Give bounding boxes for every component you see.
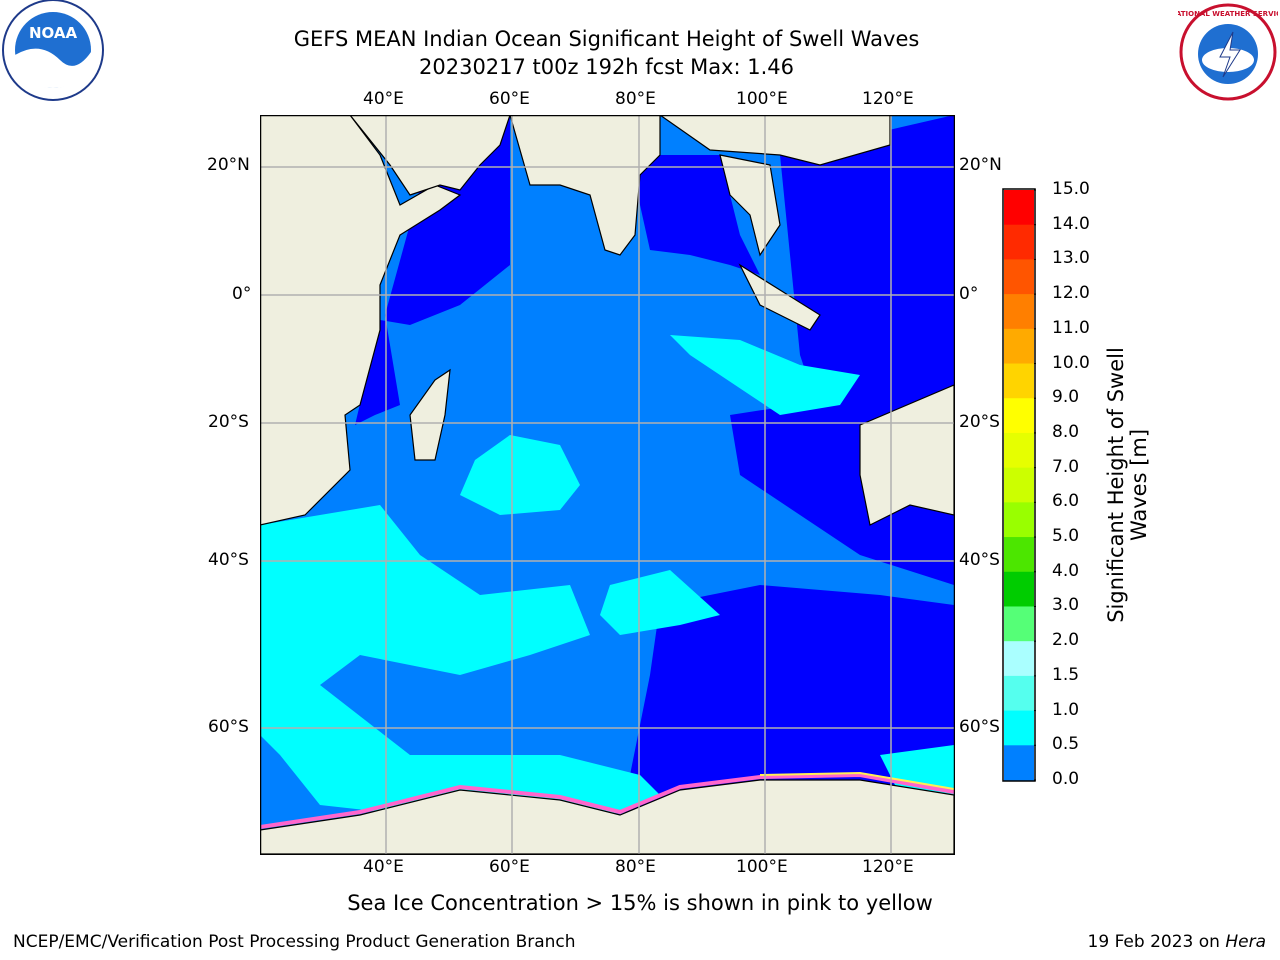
lat-tick-left: 20°N xyxy=(207,155,250,175)
footer-date: 19 Feb 2023 on Hera xyxy=(1088,932,1266,952)
footer-date-text: 19 Feb 2023 on xyxy=(1087,932,1220,952)
antarctica-land xyxy=(260,779,954,854)
colorbar-band xyxy=(1004,745,1034,781)
colorbar-label: 6.0 xyxy=(1052,491,1080,512)
lon-tick-bottom: 80°E xyxy=(615,857,656,877)
colorbar-band xyxy=(1004,710,1034,746)
colorbar-label: 14.0 xyxy=(1052,213,1090,234)
arabia-land xyxy=(349,115,511,196)
se-asia-land xyxy=(658,115,891,166)
colorbar-label: 9.0 xyxy=(1052,387,1080,408)
lon-tick-bottom: 120°E xyxy=(862,857,914,877)
noaa-logo: NOAA xyxy=(2,0,104,101)
lon-tick-top: 80°E xyxy=(615,89,656,109)
colorbar-label: 15.0 xyxy=(1052,179,1090,199)
colorbar-label: 8.0 xyxy=(1052,421,1080,442)
colorbar-label: 0.5 xyxy=(1052,734,1080,755)
colorbar-title: Significant Height of Swell Waves [m] xyxy=(1103,347,1151,623)
sea-ice-edge-yellow xyxy=(759,771,954,790)
arabian-sea-low xyxy=(355,115,510,425)
colorbar-title-line1: Significant Height of Swell xyxy=(1103,347,1128,623)
lat-tick-right: 20°N xyxy=(959,155,1002,175)
colorbar-label: 1.5 xyxy=(1052,664,1080,685)
lon-tick-top: 40°E xyxy=(363,89,404,109)
madagascar-land xyxy=(409,368,451,461)
lon-tick-bottom: 100°E xyxy=(736,857,788,877)
colorbar-band xyxy=(1004,537,1034,573)
footer-credit: NCEP/EMC/Verification Post Processing Pr… xyxy=(13,932,576,952)
colorbar-label: 12.0 xyxy=(1052,283,1090,304)
swell-height-map xyxy=(260,115,955,855)
colorbar-band xyxy=(1004,675,1034,712)
colorbar-band xyxy=(1004,328,1034,365)
lon-tick-bottom: 40°E xyxy=(363,857,404,877)
colorbar-label: 13.0 xyxy=(1052,248,1090,269)
colorbar-band xyxy=(1004,432,1034,469)
colorbar-label: 10.0 xyxy=(1052,352,1090,373)
colorbar-label: 1.0 xyxy=(1052,699,1080,720)
footer-host: Hera xyxy=(1225,932,1266,952)
colorbar-band xyxy=(1004,363,1034,399)
sea-ice-edge xyxy=(260,772,954,829)
nws-logo: NATIONAL WEATHER SERVICE xyxy=(1178,3,1278,101)
map-title: GEFS MEAN Indian Ocean Significant Heigh… xyxy=(293,27,920,51)
colorbar-band xyxy=(1004,502,1034,538)
svg-text:NOAA: NOAA xyxy=(29,24,78,42)
india-land xyxy=(509,115,661,256)
colorbar-label: 5.0 xyxy=(1052,526,1080,547)
colorbar-band xyxy=(1004,571,1034,607)
colorbar-title-line2: Waves [m] xyxy=(1127,428,1151,542)
lat-tick-left: 40°S xyxy=(208,550,249,570)
colorbar-label: 4.0 xyxy=(1052,560,1080,581)
colorbar-label: 3.0 xyxy=(1052,595,1080,616)
colorbar-label: 0.0 xyxy=(1052,769,1080,789)
lat-tick-right: 20°S xyxy=(959,412,1000,432)
graticule xyxy=(260,115,954,854)
colorbar-label: 11.0 xyxy=(1052,317,1090,338)
colorbar xyxy=(1002,188,1036,782)
lon-tick-top: 120°E xyxy=(862,89,914,109)
lat-tick-left: 20°S xyxy=(208,412,249,432)
central-cyan xyxy=(460,435,580,515)
south-central-cyan xyxy=(600,570,720,635)
lat-tick-left: 60°S xyxy=(208,717,249,737)
lon-tick-top: 100°E xyxy=(736,89,788,109)
lat-tick-right: 60°S xyxy=(959,717,1000,737)
colorbar-band xyxy=(1004,606,1034,642)
colorbar-band xyxy=(1004,294,1034,330)
colorbar-band xyxy=(1004,259,1034,295)
lat-tick-right: 0° xyxy=(959,284,979,304)
colorbar-label: 2.0 xyxy=(1052,630,1080,651)
colorbar-band xyxy=(1004,398,1034,434)
map-subtitle: 20230217 t00z 192h fcst Max: 1.46 xyxy=(419,55,794,79)
colorbar-band xyxy=(1004,641,1034,677)
colorbar-label: 7.0 xyxy=(1052,456,1080,477)
colorbar-band xyxy=(1004,190,1034,226)
lat-tick-right: 40°S xyxy=(959,550,1000,570)
sea-ice-note: Sea Ice Concentration > 15% is shown in … xyxy=(347,891,933,915)
colorbar-band xyxy=(1004,467,1034,503)
colorbar-band xyxy=(1004,224,1034,260)
lon-tick-top: 60°E xyxy=(489,89,530,109)
svg-text:NATIONAL WEATHER SERVICE: NATIONAL WEATHER SERVICE xyxy=(1178,10,1278,18)
colorbar-border xyxy=(1002,188,1036,782)
australia-land xyxy=(859,384,954,526)
indonesia-low xyxy=(780,115,954,425)
lon-tick-bottom: 60°E xyxy=(489,857,530,877)
sumatra-land xyxy=(738,263,821,331)
southwest-cyan xyxy=(260,505,660,835)
lat-tick-left: 0° xyxy=(232,284,252,304)
